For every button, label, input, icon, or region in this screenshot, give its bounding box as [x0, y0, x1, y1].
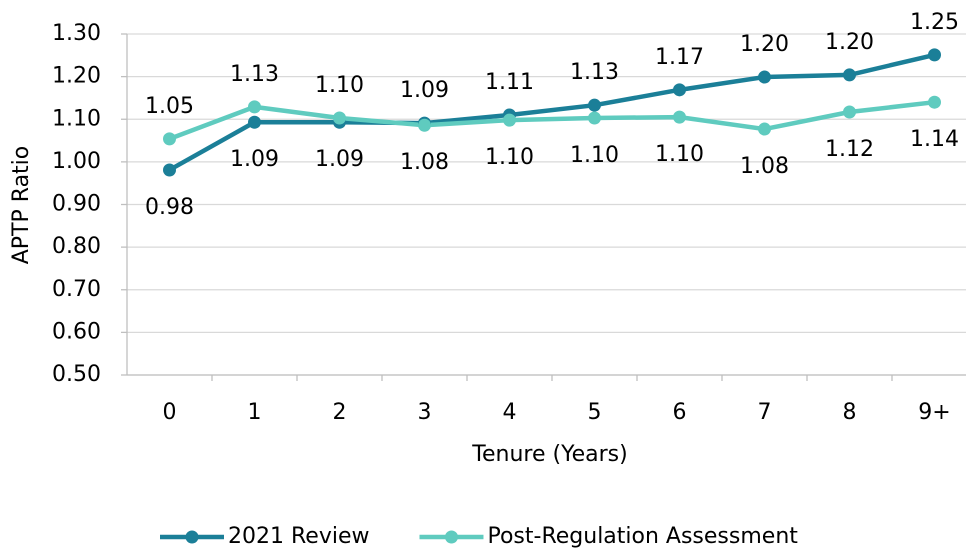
- legend-marker: [444, 530, 458, 544]
- x-tick-label: 1: [248, 400, 262, 425]
- data-label: 1.10: [570, 143, 619, 168]
- data-point: [843, 105, 856, 119]
- data-point: [758, 70, 771, 84]
- data-label: 1.08: [740, 154, 789, 179]
- x-tick-label: 0: [163, 400, 177, 425]
- data-point: [758, 122, 771, 136]
- x-tick-label: 4: [503, 400, 517, 425]
- data-label: 1.09: [230, 147, 279, 172]
- y-tick-label: 0.60: [52, 319, 101, 344]
- series-line: [168, 99, 935, 141]
- y-tick-label: 0.80: [52, 234, 101, 259]
- data-label: 1.05: [145, 94, 194, 119]
- data-point: [588, 98, 601, 112]
- data-point: [248, 115, 261, 129]
- y-tick-label: 1.10: [52, 106, 101, 131]
- y-axis-title: APTP Ratio: [9, 146, 34, 265]
- x-tick-label: 6: [673, 400, 687, 425]
- data-label: 1.13: [570, 60, 619, 85]
- data-label: 1.10: [655, 142, 704, 167]
- y-tick-label: 0.70: [52, 277, 101, 302]
- y-tick-label: 1.20: [52, 64, 101, 89]
- y-tick-label: 0.50: [52, 362, 101, 387]
- legend-label: 2021 Review: [228, 524, 369, 549]
- data-label: 0.98: [145, 195, 194, 220]
- legend-label: Post-Regulation Assessment: [487, 524, 798, 549]
- y-tick-label: 1.30: [52, 21, 101, 46]
- x-tick-label: 8: [843, 400, 857, 425]
- data-label: 1.14: [910, 127, 959, 152]
- x-tick-label: 3: [418, 400, 432, 425]
- data-label: 1.20: [740, 32, 789, 57]
- data-point: [418, 118, 431, 132]
- series-line: [168, 52, 936, 172]
- data-point: [673, 110, 686, 124]
- data-label: 1.20: [825, 30, 874, 55]
- data-label: 1.09: [400, 78, 449, 103]
- data-point: [928, 95, 941, 109]
- data-label: 1.17: [655, 45, 704, 70]
- y-tick-label: 1.00: [52, 149, 101, 174]
- data-point: [588, 111, 601, 125]
- x-tick-label: 5: [588, 400, 602, 425]
- legend-marker: [185, 530, 199, 544]
- data-point: [333, 111, 346, 125]
- data-point: [843, 68, 856, 82]
- data-point: [248, 100, 261, 114]
- data-label: 1.10: [315, 73, 364, 98]
- x-tick-label: 9+: [918, 400, 950, 425]
- x-tick-label: 7: [758, 400, 772, 425]
- data-label: 1.11: [485, 70, 534, 95]
- data-label: 1.08: [400, 150, 449, 175]
- data-label: 1.25: [910, 10, 959, 35]
- data-point: [503, 113, 516, 127]
- data-point: [163, 163, 176, 177]
- data-label: 1.12: [825, 137, 874, 162]
- y-tick-label: 0.90: [52, 192, 101, 217]
- data-point: [673, 83, 686, 97]
- data-point: [928, 48, 941, 62]
- data-label: 1.10: [485, 145, 534, 170]
- x-tick-label: 2: [333, 400, 347, 425]
- data-point: [163, 132, 176, 146]
- x-axis-title: Tenure (Years): [471, 442, 627, 467]
- data-label: 1.13: [230, 62, 279, 87]
- data-label: 1.09: [315, 147, 364, 172]
